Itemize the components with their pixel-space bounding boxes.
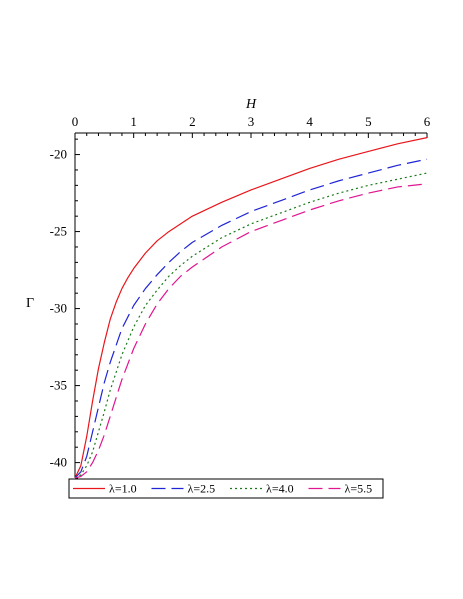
x-axis-label: H <box>245 97 257 112</box>
y-tick-label: -40 <box>50 455 67 470</box>
series-lines-group <box>74 137 428 479</box>
x-tick-label: 2 <box>189 114 196 129</box>
x-tick-label: 5 <box>365 114 372 129</box>
y-axis-label: Γ <box>26 296 34 311</box>
legend: λ=1.0 λ=2.5 λ=4.0 λ=5.5 <box>68 478 384 499</box>
x-tick-label: 0 <box>72 114 79 129</box>
x-tick-label: 4 <box>306 114 313 129</box>
x-tick-label: 6 <box>424 114 431 129</box>
series-line-1 <box>74 137 428 479</box>
y-tick-label: -35 <box>50 378 67 393</box>
legend-label-1: λ=1.0 <box>109 482 137 496</box>
legend-box <box>68 478 384 499</box>
legend-label-2: λ=2.5 <box>188 482 216 496</box>
legend-label-3: λ=4.0 <box>266 482 294 496</box>
x-tick-label: 3 <box>248 114 255 129</box>
series-line-4 <box>74 183 428 479</box>
y-tick-label: -30 <box>50 301 67 316</box>
axes-group: 0 1 2 3 4 5 6 -20 -25 -30 -35 -40 H Γ <box>26 97 431 479</box>
series-line-2 <box>74 158 428 479</box>
x-tick-label: 1 <box>130 114 137 129</box>
y-tick-label: -20 <box>50 147 67 162</box>
legend-label-4: λ=5.5 <box>345 482 373 496</box>
y-tick-label: -25 <box>50 224 67 239</box>
